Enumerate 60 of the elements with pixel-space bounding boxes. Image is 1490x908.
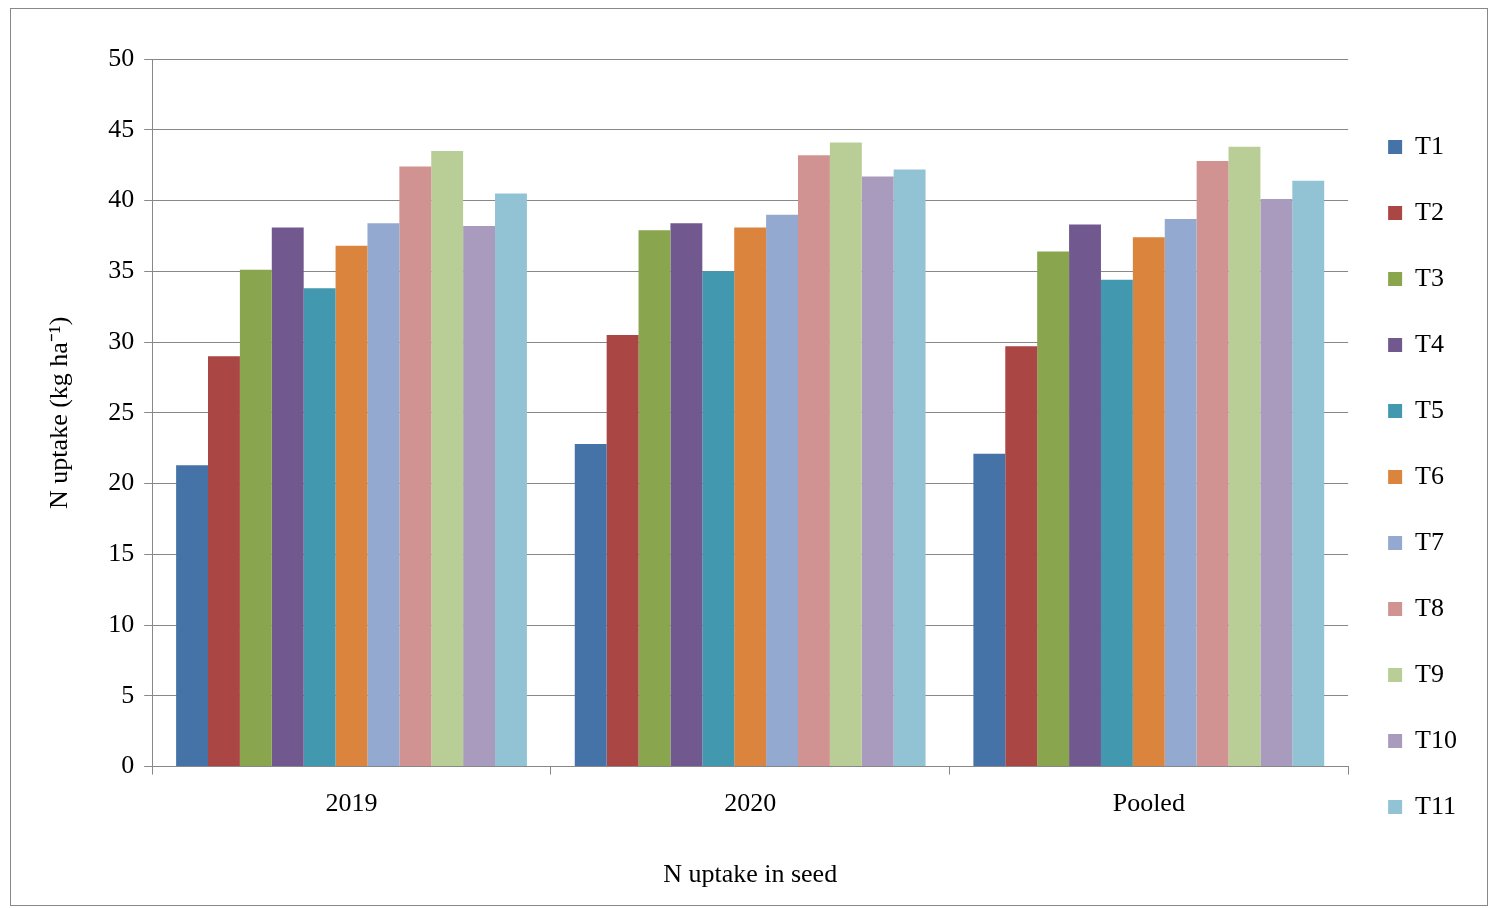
y-axis-title: N uptake (kg ha⁻¹) [44,316,74,509]
y-tick-label: 15 [108,538,135,568]
y-tick-label: 10 [108,608,135,638]
bar [861,176,894,767]
legend-label: T9 [1415,658,1445,688]
x-axis-title: N uptake in seed [663,859,838,889]
bar [1196,160,1229,767]
y-tick-label: 5 [121,679,135,709]
bar [702,271,735,767]
bar [1164,218,1197,767]
x-tick-label: 2019 [325,788,378,818]
legend-label: T2 [1415,196,1445,226]
bar [638,230,671,767]
bar [1100,279,1133,767]
legend-label: T5 [1415,394,1445,424]
bar [271,227,304,767]
bar [829,142,862,767]
bar [1069,224,1101,767]
bar [734,227,767,767]
bar [1005,346,1038,767]
x-tick-label: 2020 [724,788,777,818]
y-tick-label: 50 [108,42,135,72]
bar [670,223,703,767]
legend-label: T6 [1415,460,1445,490]
bar [367,223,400,767]
legend-label: T11 [1415,790,1457,820]
y-tick-label: 0 [121,750,135,780]
bar [495,193,527,767]
y-tick-label: 30 [108,325,135,355]
bar [463,225,496,767]
bar [973,453,1006,767]
bar [431,150,464,767]
legend-label: T7 [1415,526,1445,556]
legend-label: T8 [1415,592,1445,622]
bar [1037,251,1070,767]
y-tick-label: 25 [108,396,135,426]
y-tick-label: 45 [108,113,135,143]
legend-label: T1 [1415,130,1445,160]
bar [606,334,639,767]
bar [1260,199,1293,767]
bar [1132,237,1165,767]
x-tick-label: Pooled [1112,788,1185,818]
bar [1292,180,1325,767]
y-tick-label: 35 [108,255,135,285]
bar [798,155,830,767]
bar [208,356,240,767]
bar [893,169,926,767]
bar [239,269,272,767]
bar [766,214,798,767]
y-tick-label: 20 [108,467,135,497]
bar [1228,146,1261,767]
legend-label: T10 [1415,724,1458,754]
bar [303,288,336,767]
bar [176,465,209,767]
bar [574,443,607,767]
bar [335,245,368,767]
legend-label: T3 [1415,262,1445,292]
legend-label: T4 [1415,328,1445,358]
y-tick-label: 40 [108,184,135,214]
bar [399,166,432,767]
